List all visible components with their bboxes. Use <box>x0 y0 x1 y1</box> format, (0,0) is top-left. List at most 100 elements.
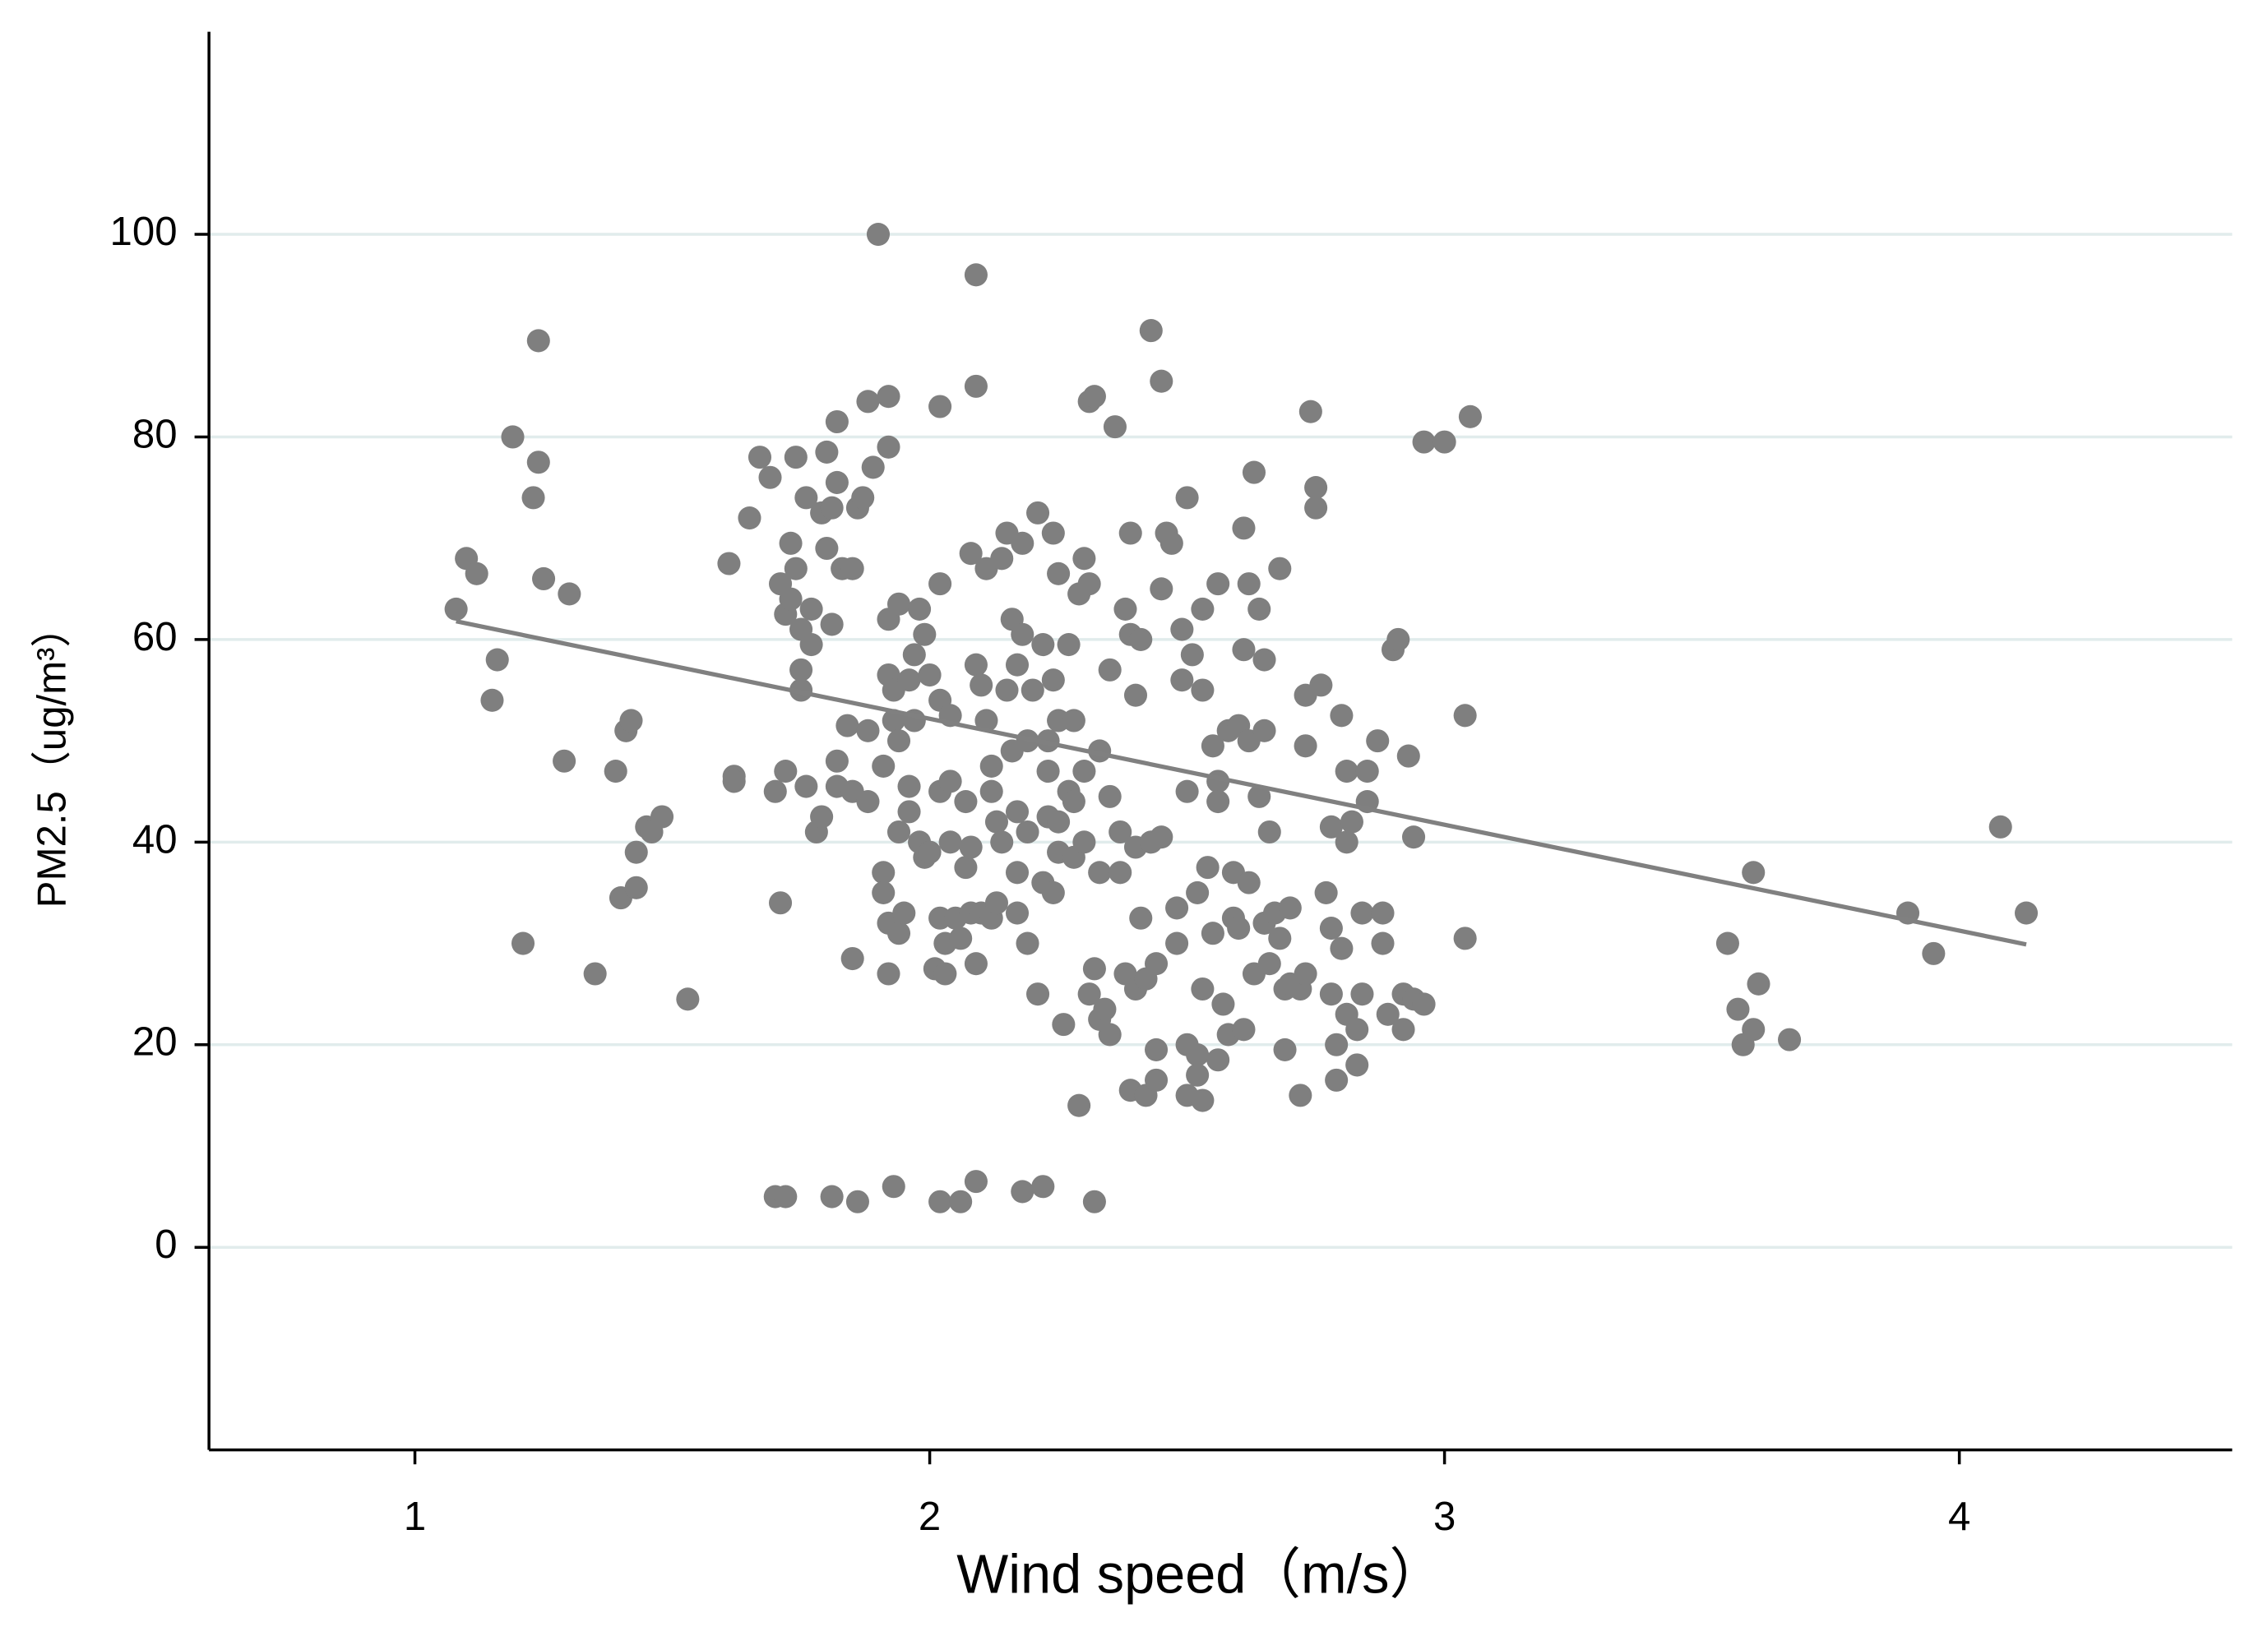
point <box>984 810 1009 834</box>
point <box>1257 820 1281 844</box>
point <box>840 946 864 971</box>
point <box>882 1175 905 1199</box>
point <box>1201 922 1224 945</box>
point <box>1345 1053 1369 1077</box>
point <box>949 1190 973 1213</box>
point <box>526 329 550 353</box>
point <box>1458 404 1482 428</box>
point <box>820 612 844 636</box>
point <box>1319 982 1343 1006</box>
point <box>1742 861 1766 885</box>
point <box>1103 415 1127 439</box>
point <box>1109 820 1132 844</box>
point <box>1355 760 1379 783</box>
point <box>624 840 648 864</box>
point <box>964 263 988 287</box>
y-tick-label: 0 <box>155 1222 177 1267</box>
point <box>1242 460 1266 484</box>
point <box>1082 385 1106 409</box>
point <box>1026 501 1050 525</box>
point <box>815 440 839 464</box>
point <box>1345 1018 1369 1042</box>
point <box>1011 1180 1034 1204</box>
point <box>1052 1013 1076 1037</box>
point <box>1047 562 1071 585</box>
point <box>1268 927 1292 950</box>
point <box>1165 931 1189 955</box>
point <box>717 552 741 575</box>
point <box>990 830 1014 854</box>
point <box>624 876 648 899</box>
point <box>1747 972 1770 996</box>
point <box>1098 1023 1122 1047</box>
point <box>928 572 952 596</box>
point <box>1227 917 1251 940</box>
point <box>995 678 1019 702</box>
point <box>676 987 700 1011</box>
point <box>1237 572 1261 596</box>
point <box>1340 810 1363 834</box>
point <box>918 840 942 864</box>
point <box>1129 906 1153 930</box>
point <box>897 800 921 824</box>
point <box>1123 683 1148 707</box>
point <box>480 688 504 712</box>
point <box>1268 557 1292 580</box>
point <box>1309 673 1333 697</box>
point <box>1252 719 1276 742</box>
point <box>882 709 905 733</box>
point <box>877 962 900 986</box>
point <box>866 222 891 247</box>
point <box>774 1185 798 1209</box>
point <box>1319 917 1343 940</box>
point <box>1175 779 1199 803</box>
point <box>521 486 545 510</box>
point <box>526 451 550 474</box>
point <box>897 668 921 692</box>
point <box>1098 784 1122 808</box>
point <box>604 760 627 783</box>
point <box>1041 880 1065 904</box>
point <box>1170 617 1194 641</box>
point <box>1036 729 1060 753</box>
point <box>553 749 576 773</box>
point <box>820 496 844 520</box>
point <box>1098 658 1122 682</box>
point <box>856 390 880 414</box>
point <box>1062 790 1085 814</box>
point <box>619 709 643 733</box>
point <box>768 891 793 915</box>
point <box>1005 653 1030 677</box>
point <box>1742 1018 1766 1042</box>
point <box>1186 1063 1210 1087</box>
point <box>1072 830 1096 854</box>
point <box>1036 760 1060 783</box>
point <box>1180 643 1204 667</box>
point <box>1391 1018 1415 1042</box>
point <box>856 719 880 742</box>
point <box>1350 982 1374 1006</box>
point <box>444 597 468 621</box>
y-tick-label: 20 <box>132 1020 178 1065</box>
point <box>1453 704 1477 728</box>
point <box>825 470 849 494</box>
point <box>1129 627 1153 651</box>
point <box>1082 1190 1106 1213</box>
point <box>1273 1038 1297 1061</box>
fit-line <box>456 619 2027 947</box>
x-axis-label: Wind speed（m/s） <box>956 1544 1444 1605</box>
point <box>2014 901 2039 925</box>
point <box>1319 815 1343 839</box>
point <box>886 820 911 844</box>
point <box>1386 627 1410 651</box>
point <box>1330 936 1354 960</box>
point <box>779 587 803 611</box>
point <box>1335 830 1358 854</box>
point <box>1041 668 1065 692</box>
point <box>1005 800 1030 824</box>
point <box>984 891 1009 915</box>
point <box>886 729 911 753</box>
point <box>1011 531 1034 555</box>
point <box>774 760 798 783</box>
